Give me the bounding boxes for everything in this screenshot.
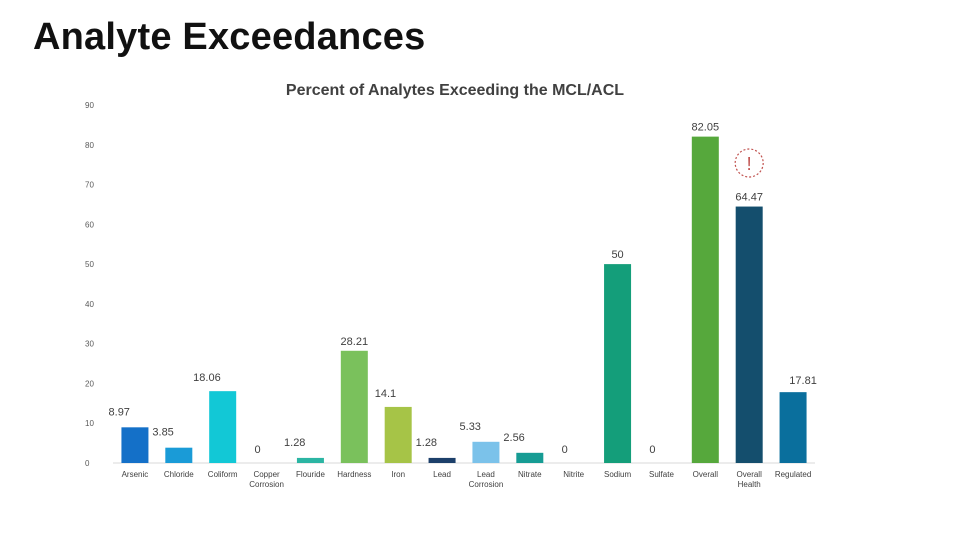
bar-sodium [604,264,632,463]
y-tick-label: 60 [85,220,94,229]
bar-regulated [779,392,807,463]
bar-coliform [209,391,237,463]
alert-circle-icon [734,148,764,178]
y-tick-label: 80 [85,141,94,150]
bar-lead [428,457,456,463]
bar-flouride [296,457,324,463]
data-label: 0 [649,444,655,456]
data-label: 50 [611,249,623,261]
bar-overall-health [735,206,763,463]
x-tick-label: Iron [391,470,405,479]
data-label: 5.33 [460,421,481,433]
y-axis: 0 10 20 30 40 50 60 70 80 90 [85,101,94,468]
data-label: 82.05 [692,122,720,134]
bars-group [121,136,807,463]
x-tick-label: Copper Corrosion [249,470,284,489]
data-label: 64.47 [735,192,763,204]
y-tick-label: 70 [85,181,94,190]
data-label: 18.06 [193,372,221,384]
alert-exclamation-icon: ! [747,154,752,174]
x-tick-label: Coliform [208,470,238,479]
x-tick-label: Chloride [164,470,194,479]
data-label: 0 [254,444,260,456]
y-tick-label: 10 [85,419,94,428]
x-tick-label: Flouride [296,470,325,479]
y-tick-label: 0 [85,459,90,468]
data-label: 28.21 [341,336,369,348]
y-tick-label: 30 [85,340,94,349]
x-tick-label: Overall [693,470,719,479]
x-tick-label: Lead [433,470,451,479]
x-tick-label: Arsenic [122,470,149,479]
bar-iron [384,406,412,463]
chart-title: Percent of Analytes Exceeding the MCL/AC… [285,82,625,99]
x-tick-label: Sodium [604,470,631,479]
bar-overall [691,136,719,463]
y-tick-label: 40 [85,300,94,309]
bar-nitrate [516,452,544,463]
data-labels-group: 8.97 3.85 18.06 0 1.28 28.21 14.1 1.28 5.33 2.56 0… [109,122,817,456]
x-tick-label: Sulfate [649,470,674,479]
annotation-group: ! [734,148,764,178]
data-label: 1.28 [416,437,437,449]
x-tick-label: Overall Health [737,470,763,489]
data-label: 8.97 [109,406,130,418]
bar-chloride [165,447,193,463]
data-label: 2.56 [503,432,524,444]
bar-hardness [340,350,368,463]
x-tick-label: Hardness [337,470,371,479]
y-tick-label: 20 [85,379,94,388]
data-label: 14.1 [375,388,396,400]
data-label: 3.85 [152,427,173,439]
y-tick-label: 90 [85,101,94,110]
category-labels-group: Arsenic Chloride Coliform Copper Corrosion Fl… [122,470,812,489]
y-tick-label: 50 [85,260,94,269]
x-tick-label: Nitrate [518,470,542,479]
x-tick-label: Nitrite [563,470,584,479]
page-title: Analyte Exceedances [33,16,426,58]
bar-arsenic [121,427,149,463]
x-tick-label: Lead Corrosion [469,470,504,489]
x-tick-label: Regulated [775,470,811,479]
data-label: 0 [562,444,568,456]
data-label: 17.81 [789,375,817,387]
bar-lead-corrosion [472,441,500,463]
data-label: 1.28 [284,437,305,449]
